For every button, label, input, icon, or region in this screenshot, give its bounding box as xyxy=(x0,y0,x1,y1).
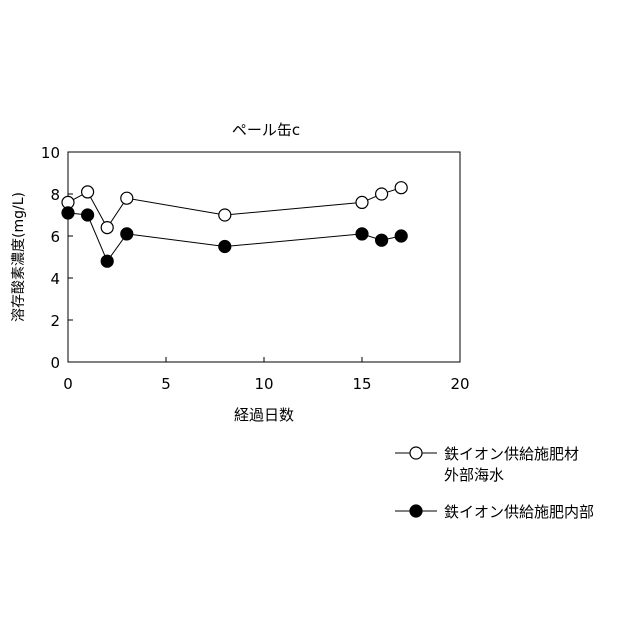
legend-entry-series-2: 鉄イオン供給施肥内部 xyxy=(395,503,594,521)
x-tick-label-5: 5 xyxy=(161,375,171,393)
legend-marker-series-2 xyxy=(410,505,422,517)
series-2-line xyxy=(68,213,401,261)
legend-label-series-1-line-1: 鉄イオン供給施肥材 xyxy=(444,445,579,463)
series-2-point-6 xyxy=(376,234,388,246)
legend: 鉄イオン供給施肥材 外部海水 鉄イオン供給施肥内部 xyxy=(395,445,594,521)
y-axis-label: 溶存酸素濃度(mg/L) xyxy=(11,192,27,322)
series-2-point-0 xyxy=(62,207,74,219)
series-2-point-4 xyxy=(219,241,231,253)
y-tick-label-6: 6 xyxy=(50,228,60,246)
series-1-point-4 xyxy=(219,209,231,221)
series-2-point-2 xyxy=(101,255,113,267)
x-axis-label: 経過日数 xyxy=(234,406,294,424)
x-tick-label-20: 20 xyxy=(450,375,469,393)
series-1-point-1 xyxy=(82,186,94,198)
legend-entry-series-1: 鉄イオン供給施肥材 外部海水 xyxy=(395,445,579,484)
y-tick-label-4: 4 xyxy=(50,270,60,288)
series-1-point-2 xyxy=(101,222,113,234)
series-2-point-3 xyxy=(121,228,133,240)
series-1-line xyxy=(68,188,401,228)
legend-label-series-2: 鉄イオン供給施肥内部 xyxy=(444,503,594,521)
x-tick-label-0: 0 xyxy=(63,375,73,393)
series-1-point-7 xyxy=(395,182,407,194)
y-tick-label-8: 8 xyxy=(50,186,60,204)
series-2-point-7 xyxy=(395,230,407,242)
y-tick-label-2: 2 xyxy=(50,312,60,330)
legend-marker-series-1 xyxy=(410,447,422,459)
series-2-point-5 xyxy=(356,228,368,240)
series-2-point-1 xyxy=(82,209,94,221)
x-tick-label-10: 10 xyxy=(254,375,273,393)
series-1-point-6 xyxy=(376,188,388,200)
x-tick-label-15: 15 xyxy=(352,375,371,393)
series-layer xyxy=(62,182,407,268)
series-1-point-3 xyxy=(121,192,133,204)
chart-title: ペール缶c xyxy=(232,121,300,139)
legend-label-series-1-line-2: 外部海水 xyxy=(444,466,504,484)
y-tick-label-10: 10 xyxy=(41,144,60,162)
series-1 xyxy=(62,182,407,234)
series-1-point-5 xyxy=(356,196,368,208)
y-tick-label-0: 0 xyxy=(50,354,60,372)
series-2 xyxy=(62,207,407,267)
